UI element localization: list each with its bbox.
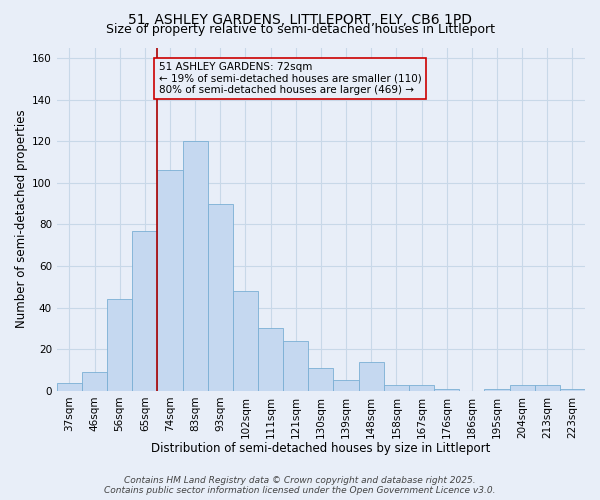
Bar	[132, 230, 157, 391]
Bar	[182, 141, 208, 391]
Bar	[334, 380, 359, 391]
Bar	[384, 384, 409, 391]
Bar	[82, 372, 107, 391]
Bar	[107, 300, 132, 391]
Bar	[57, 382, 82, 391]
X-axis label: Distribution of semi-detached houses by size in Littleport: Distribution of semi-detached houses by …	[151, 442, 491, 455]
Bar	[484, 389, 509, 391]
Bar	[208, 204, 233, 391]
Bar	[535, 384, 560, 391]
Bar	[409, 384, 434, 391]
Bar	[308, 368, 334, 391]
Bar	[359, 362, 384, 391]
Bar	[509, 384, 535, 391]
Text: 51 ASHLEY GARDENS: 72sqm
← 19% of semi-detached houses are smaller (110)
80% of : 51 ASHLEY GARDENS: 72sqm ← 19% of semi-d…	[158, 62, 421, 96]
Bar	[434, 389, 459, 391]
Text: 51, ASHLEY GARDENS, LITTLEPORT, ELY, CB6 1PD: 51, ASHLEY GARDENS, LITTLEPORT, ELY, CB6…	[128, 12, 472, 26]
Bar	[283, 341, 308, 391]
Y-axis label: Number of semi-detached properties: Number of semi-detached properties	[15, 110, 28, 328]
Bar	[157, 170, 182, 391]
Bar	[258, 328, 283, 391]
Text: Size of property relative to semi-detached houses in Littleport: Size of property relative to semi-detach…	[106, 22, 494, 36]
Text: Contains HM Land Registry data © Crown copyright and database right 2025.
Contai: Contains HM Land Registry data © Crown c…	[104, 476, 496, 495]
Bar	[560, 389, 585, 391]
Bar	[233, 291, 258, 391]
